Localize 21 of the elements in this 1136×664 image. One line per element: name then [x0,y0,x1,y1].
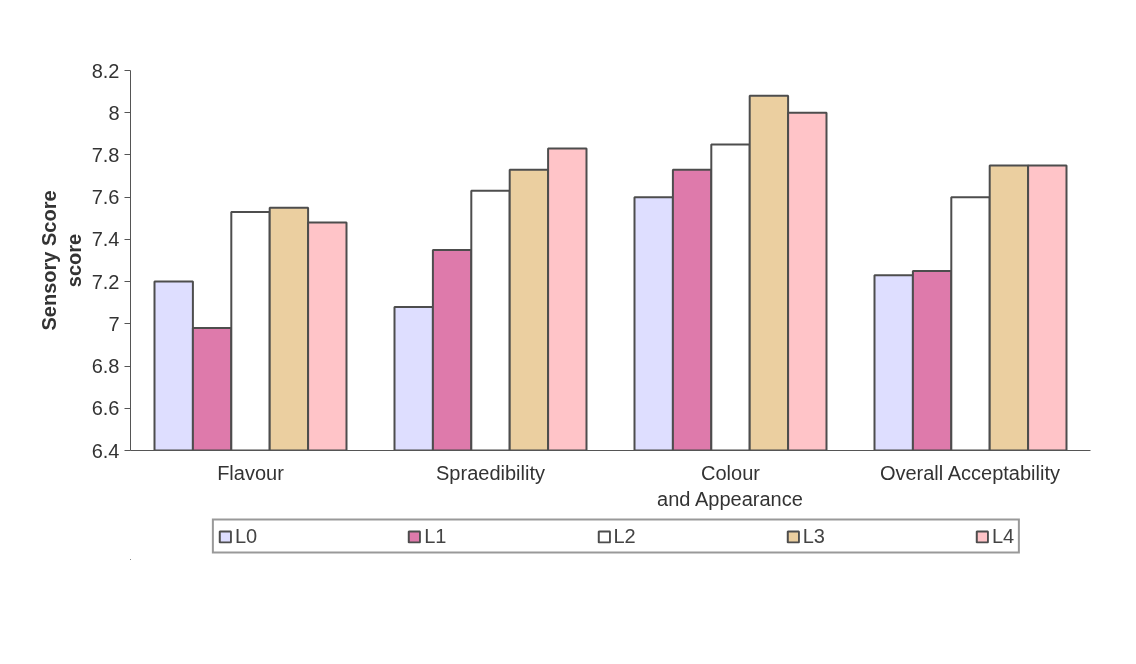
y-tick-label: 6.8 [91,355,120,378]
legend-label: L0 [234,524,258,548]
y-tick-label: 7.8 [91,143,120,166]
x-tick-label: Flavour [217,461,285,484]
y-tick-label: 6.4 [91,439,120,462]
y-axis-title: Sensory Score [37,190,60,331]
y-tick-label: 6.6 [91,397,120,420]
x-tick-label: Colour and Appearance [657,461,803,510]
legend-label: L1 [424,524,447,548]
y-tick-label: 7.2 [91,270,120,293]
legend-label: L3 [802,524,825,548]
y-tick-label: 7.6 [91,186,120,209]
text: score [62,233,85,288]
x-tick-label: Spraedibility [436,461,545,484]
y-tick-label: 8 [108,101,120,124]
y-tick-label: 8.2 [91,59,120,82]
legend-label: L2 [613,524,636,548]
x-tick-label: Overall Acceptability [879,461,1060,484]
legend-label: L4 [991,524,1015,548]
y-tick-label: 7.4 [91,228,120,251]
y-tick-label: 7 [108,312,120,335]
